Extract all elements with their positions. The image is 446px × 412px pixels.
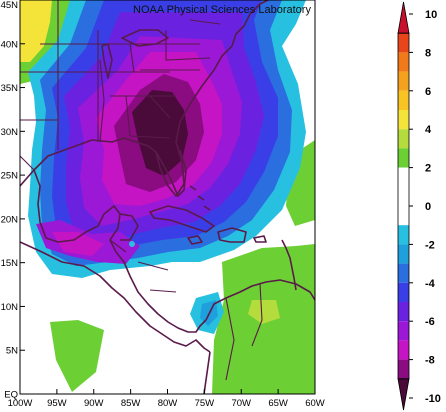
border-ny xyxy=(189,19,221,25)
colorbar-level xyxy=(398,282,409,302)
colorbar-tick-label: -2 xyxy=(425,239,435,251)
lon-tick-label: 75W xyxy=(195,398,215,409)
jamaica xyxy=(187,235,203,245)
pacific-central-america-coast xyxy=(20,241,211,353)
puerto-rico xyxy=(253,235,267,243)
colorbar-arrow-top xyxy=(397,1,410,34)
colorbar-tick-label: 0 xyxy=(425,201,431,213)
colorbar-level xyxy=(398,321,409,341)
map-panel xyxy=(20,0,315,394)
colorbar: 10 8 6 4 2 0 -2 -4 -6 -8 -10 xyxy=(397,1,441,411)
yucatan xyxy=(119,213,139,241)
florida-peninsula xyxy=(155,149,187,197)
green-patch-atlantic-east xyxy=(286,140,315,226)
colorbar-level xyxy=(398,167,409,187)
map-title: NOAA Physical Sciences Laboratory xyxy=(133,4,311,16)
colorbar-tick-label: -8 xyxy=(425,355,435,367)
colorbar-tick-label: 10 xyxy=(425,9,437,21)
lat-tick-label: 45N xyxy=(1,0,19,11)
lat-tick-label: 25N xyxy=(1,171,19,182)
coastlines xyxy=(20,0,315,394)
great-lakes-east xyxy=(121,29,169,47)
magenta-patch-central-america xyxy=(52,232,104,256)
border-guatemala xyxy=(109,239,127,253)
colorbar-level xyxy=(398,359,409,379)
border-pa xyxy=(165,30,211,61)
colorbar-level xyxy=(398,244,409,264)
lon-tick-label: 60W xyxy=(305,398,325,409)
colorbar-level xyxy=(398,186,409,226)
border-us-mexico xyxy=(20,155,35,171)
colorbar-tick-label: 8 xyxy=(425,47,431,59)
lat-tick-label: 35N xyxy=(1,83,19,94)
cuba xyxy=(149,205,215,233)
latitude-axis: EQ 5N 10N 15N 20N 25N 30N 35N 40N 45N xyxy=(1,0,25,401)
south-america-pacific-coast xyxy=(203,351,211,394)
colorbar-tick-label: 4 xyxy=(425,124,432,136)
lon-tick-label: 85W xyxy=(121,398,141,409)
lon-tick-label: 70W xyxy=(231,398,251,409)
colorbar-level xyxy=(398,148,409,168)
colorbar-tick-label: 6 xyxy=(425,86,431,98)
south-america-coast xyxy=(205,279,315,321)
colorbar-level xyxy=(398,110,409,130)
lightgreen-patch-caribbean xyxy=(248,300,280,324)
lon-tick-label: 65W xyxy=(268,398,288,409)
lat-tick-label: 5N xyxy=(6,346,18,357)
colorbar-level xyxy=(398,340,409,360)
colorbar-tick-label: -6 xyxy=(425,316,435,328)
colorbar-tick-label: -4 xyxy=(425,278,436,290)
border-honduras xyxy=(137,261,169,271)
border-venezuela xyxy=(251,283,263,347)
political-borders xyxy=(20,0,263,381)
colorbar-level xyxy=(398,52,409,72)
longitude-axis: 100W 95W 90W 85W 80W 75W 70W 65W 60W xyxy=(8,389,325,409)
deepest-anomaly-core xyxy=(132,90,188,176)
border-mississippi xyxy=(99,59,105,143)
colorbar-level xyxy=(398,225,409,245)
green-patch-pacific xyxy=(50,320,104,392)
colorbar-level xyxy=(398,263,409,283)
cyan-dot xyxy=(129,241,135,247)
lon-tick-label: 100W xyxy=(8,398,33,409)
border-nicaragua xyxy=(149,289,177,293)
lat-tick-label: 20N xyxy=(1,214,19,225)
border-colombia xyxy=(225,297,235,381)
yellow-patch-northwest xyxy=(20,0,52,62)
bahamas xyxy=(189,185,211,211)
colorbar-tick-label: 2 xyxy=(425,163,431,175)
lat-tick-label: 30N xyxy=(1,127,19,138)
lat-tick-label: 40N xyxy=(1,39,19,50)
hispaniola xyxy=(217,227,247,243)
mexico-coast xyxy=(33,169,207,333)
colorbar-tick-label: -10 xyxy=(425,393,441,405)
colorbar-level xyxy=(398,90,409,110)
lon-tick-label: 95W xyxy=(47,398,67,409)
border-al-ga xyxy=(125,95,131,137)
lat-tick-label: EQ xyxy=(4,390,18,401)
colorbar-level xyxy=(398,33,409,53)
colorbar-arrow-bottom xyxy=(397,378,410,411)
lon-tick-label: 90W xyxy=(84,398,104,409)
lon-tick-label: 80W xyxy=(158,398,178,409)
lat-tick-label: 15N xyxy=(1,258,19,269)
lesser-antilles xyxy=(281,239,297,291)
colorbar-level xyxy=(398,302,409,322)
colorbar-level xyxy=(398,71,409,91)
border-oh xyxy=(129,43,135,73)
border-ga-fl xyxy=(129,135,171,139)
lat-tick-label: 10N xyxy=(1,302,19,313)
border-sc xyxy=(149,95,171,119)
colorbar-level xyxy=(398,129,409,149)
